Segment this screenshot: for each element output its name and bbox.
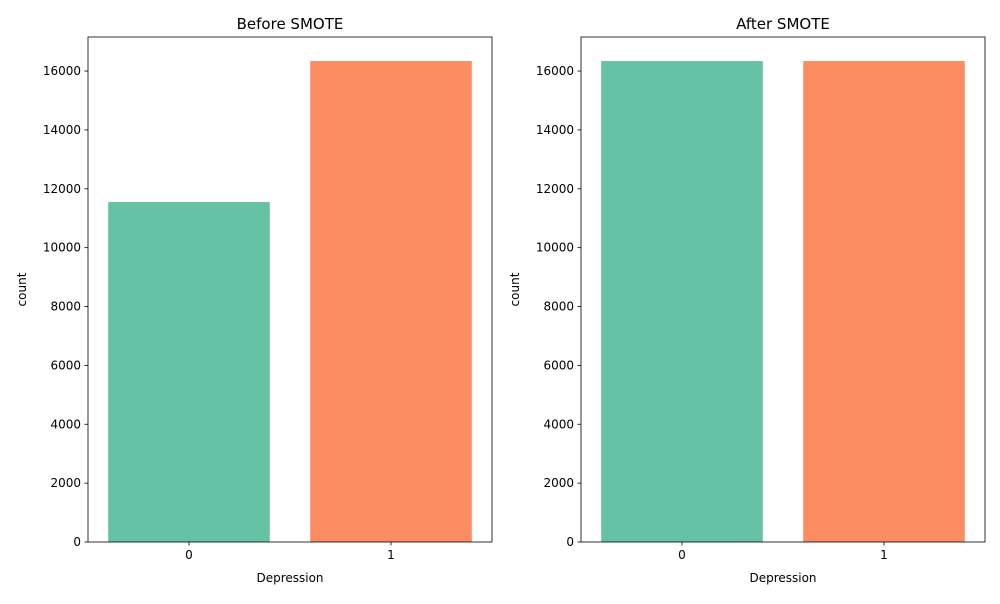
y-tick-label: 12000 — [536, 182, 574, 196]
y-tick-label: 6000 — [50, 358, 81, 372]
y-axis-label: count — [508, 272, 522, 306]
y-tick-label: 12000 — [43, 182, 81, 196]
chart-panel-0: 0 2000 4000 6000 8000 10000 12000 14000 16000 0 1 B… — [15, 15, 493, 585]
y-tick-label: 2000 — [50, 476, 81, 490]
y-tick-label: 16000 — [43, 64, 81, 78]
y-tick-label: 2000 — [543, 476, 574, 490]
y-tick-label: 4000 — [543, 417, 574, 431]
bar-1 — [310, 61, 472, 543]
y-tick-label: 0 — [73, 535, 81, 549]
x-axis-label: Depression — [749, 571, 816, 585]
y-tick-label: 16000 — [536, 64, 574, 78]
y-tick-label: 4000 — [50, 417, 81, 431]
y-tick-label: 10000 — [43, 241, 81, 255]
axes-frame — [580, 36, 986, 543]
x-axis-label: Depression — [256, 571, 323, 585]
x-tick-label: 1 — [387, 548, 395, 562]
y-tick-label: 8000 — [543, 300, 574, 314]
y-tick-label: 14000 — [43, 123, 81, 137]
y-tick-label: 0 — [566, 535, 574, 549]
bar-1 — [803, 61, 965, 543]
y-tick-label: 6000 — [543, 358, 574, 372]
x-tick-label: 1 — [880, 548, 888, 562]
chart-title: Before SMOTE — [237, 15, 344, 33]
y-tick-label: 10000 — [536, 241, 574, 255]
bar-0 — [108, 202, 270, 542]
x-tick-label: 0 — [678, 548, 686, 562]
axes-frame — [87, 36, 493, 543]
bar-0 — [601, 61, 763, 543]
x-tick-label: 0 — [185, 548, 193, 562]
chart-title: After SMOTE — [736, 15, 830, 33]
y-tick-label: 8000 — [50, 300, 81, 314]
chart-panel-1: 0 2000 4000 6000 8000 10000 12000 14000 16000 0 1 A… — [508, 15, 986, 585]
y-axis-label: count — [15, 272, 29, 306]
y-tick-label: 14000 — [536, 123, 574, 137]
